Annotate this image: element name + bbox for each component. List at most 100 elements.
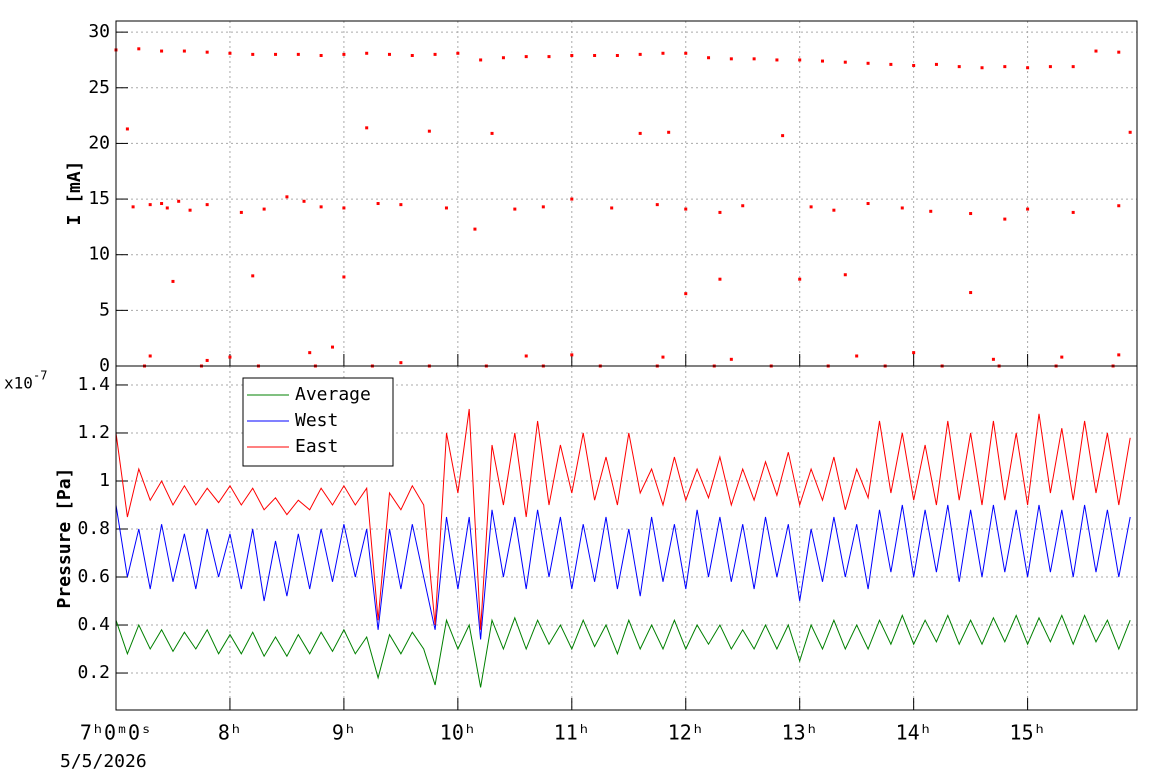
y-tick-label: 30 — [88, 21, 110, 42]
point — [342, 52, 346, 56]
point — [684, 51, 688, 55]
point — [427, 129, 431, 133]
point — [775, 58, 779, 62]
point — [809, 205, 813, 209]
point — [866, 61, 870, 65]
point — [570, 197, 574, 201]
series-line — [115, 504, 1131, 640]
point — [929, 209, 933, 213]
point — [541, 205, 545, 209]
point — [239, 210, 243, 214]
point — [570, 353, 574, 357]
point — [718, 210, 722, 214]
point — [729, 57, 733, 61]
y-tick-label: 5 — [99, 299, 110, 320]
y-tick-label: 25 — [88, 77, 110, 98]
point — [131, 205, 135, 209]
point — [638, 52, 642, 56]
series-line — [115, 408, 1131, 630]
point — [912, 64, 916, 68]
point — [547, 55, 551, 59]
x-tick-label: 8ʰ — [218, 721, 242, 745]
y-tick-label: 0 — [99, 355, 110, 376]
point — [137, 47, 141, 51]
point — [387, 52, 391, 56]
point — [182, 49, 186, 53]
point — [661, 51, 665, 55]
point — [473, 227, 477, 231]
point — [285, 195, 289, 199]
y-tick-label: 1.4 — [77, 374, 110, 395]
point — [729, 357, 733, 361]
point — [524, 55, 528, 59]
point — [707, 56, 711, 60]
point — [160, 202, 164, 206]
y-axis-label: Pressure [Pa] — [54, 468, 75, 609]
point — [171, 279, 175, 283]
point — [718, 277, 722, 281]
point — [684, 207, 688, 211]
point — [433, 52, 437, 56]
point — [1003, 65, 1007, 69]
point — [615, 54, 619, 57]
point — [228, 355, 232, 359]
point — [1071, 65, 1075, 69]
point — [1048, 65, 1052, 69]
plot-frame — [115, 365, 1138, 711]
point — [866, 202, 870, 206]
point — [125, 127, 129, 131]
date-label: 5/5/2026 — [60, 751, 147, 772]
point — [177, 199, 181, 203]
point — [444, 206, 448, 210]
point — [205, 203, 209, 207]
point — [912, 351, 916, 355]
y-tick-label: 15 — [88, 188, 110, 209]
point — [1003, 217, 1007, 221]
point — [957, 65, 961, 69]
point — [342, 275, 346, 279]
point — [308, 351, 312, 355]
point — [228, 51, 232, 55]
point — [843, 60, 847, 64]
point — [331, 345, 335, 349]
point — [843, 273, 847, 277]
point — [684, 292, 688, 296]
point — [820, 59, 824, 63]
point — [570, 54, 574, 57]
point — [165, 206, 169, 210]
x-tick-label: 13ʰ — [782, 721, 818, 745]
point — [524, 354, 528, 358]
point — [798, 58, 802, 62]
point — [319, 54, 323, 57]
point — [655, 203, 659, 207]
point — [513, 207, 517, 211]
point — [980, 66, 984, 70]
point — [365, 126, 369, 130]
y-tick-label: 0.8 — [77, 518, 110, 539]
axis-exponent: -7 — [33, 369, 47, 383]
point — [262, 207, 266, 211]
point — [1060, 355, 1064, 359]
x-tick-label: 12ʰ — [668, 721, 704, 745]
point — [399, 203, 403, 207]
series-line — [115, 614, 1131, 688]
point — [148, 203, 152, 207]
point — [501, 56, 505, 60]
point — [319, 205, 323, 209]
point — [160, 49, 164, 53]
point — [1117, 353, 1121, 357]
point — [205, 358, 209, 362]
point — [1094, 49, 1098, 53]
point — [365, 51, 369, 55]
y-tick-label: 1.2 — [77, 422, 110, 443]
point — [781, 134, 785, 138]
y-axis-label: I [mA] — [64, 160, 85, 225]
point — [1117, 204, 1121, 208]
point — [342, 206, 346, 210]
point — [251, 52, 255, 56]
y-tick-label: 0.2 — [77, 662, 110, 683]
x-tick-label: 11ʰ — [554, 721, 590, 745]
x-tick-label: 7ʰ0ᵐ0ˢ — [80, 721, 152, 745]
point — [1026, 207, 1030, 211]
